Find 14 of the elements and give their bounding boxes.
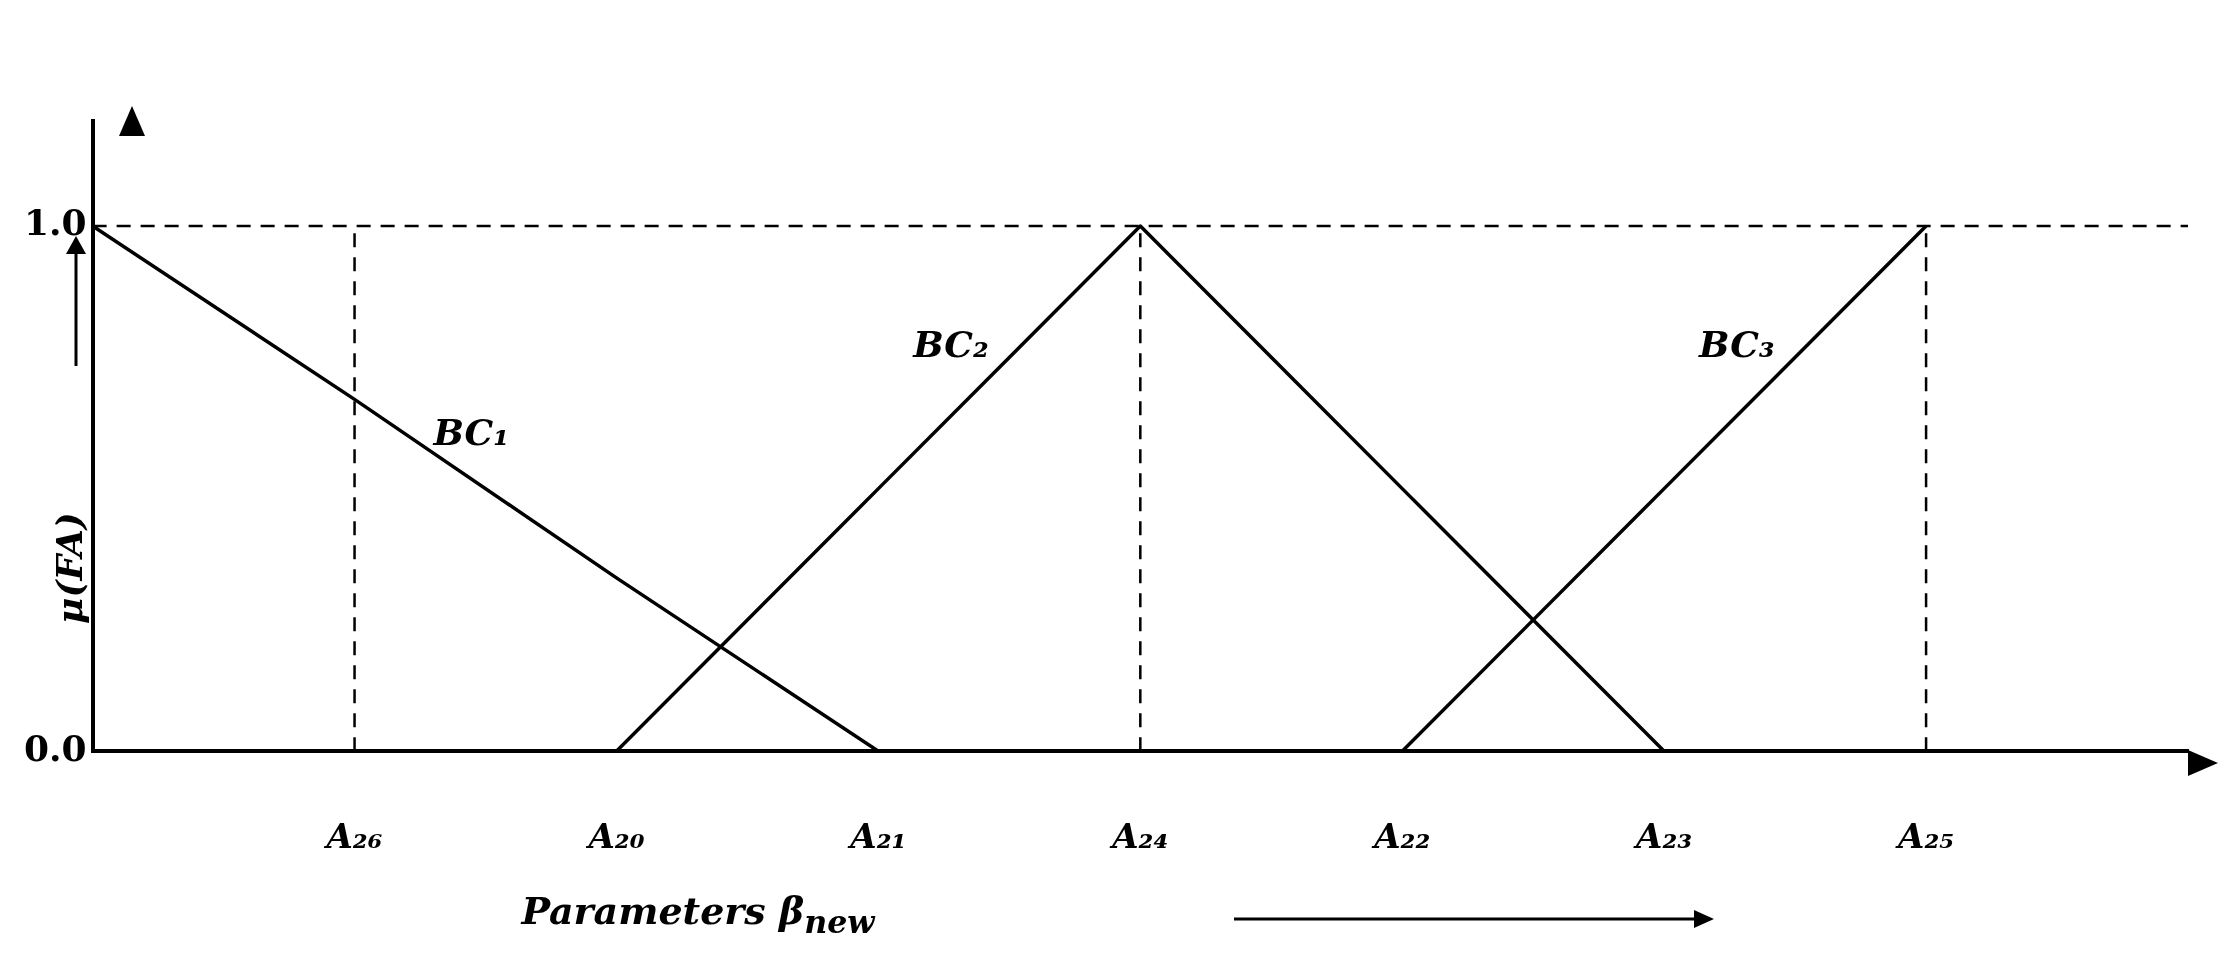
- x-tick-label: A₂₅: [1894, 816, 1955, 857]
- series-label: BC₂: [912, 323, 989, 366]
- y-tick-label: 1.0: [23, 201, 87, 244]
- y-tick-label: 0.0: [23, 726, 87, 769]
- y-axis-title: μ(FA): [48, 511, 90, 626]
- x-tick-label: A₂₂: [1371, 816, 1431, 857]
- x-tick-label: A₂₆: [323, 816, 383, 857]
- x-tick-label: A₂₁: [847, 816, 907, 857]
- series-label: BC₃: [1698, 323, 1775, 366]
- x-tick-label: A₂₃: [1633, 816, 1693, 857]
- x-axis-title: Parameters β$_{new}$: [519, 888, 877, 940]
- x-tick-label: A₂₀: [585, 816, 645, 857]
- x-tick-label: A₂₄: [1109, 816, 1169, 857]
- series-label: BC₁: [432, 411, 509, 454]
